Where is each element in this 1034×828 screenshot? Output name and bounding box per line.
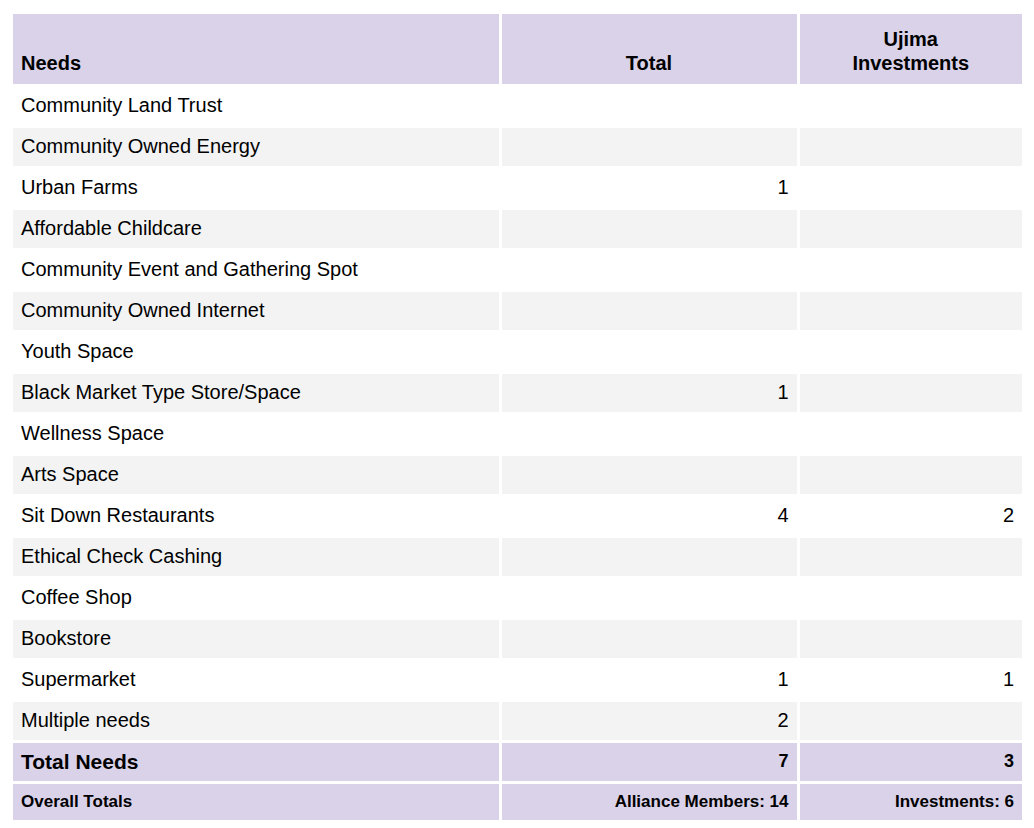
- total-cell: 1: [500, 167, 798, 208]
- total-cell: [500, 249, 798, 290]
- total-needs-total-value: 7: [500, 741, 798, 782]
- need-cell: Youth Space: [13, 331, 500, 372]
- total-cell: [500, 454, 798, 495]
- need-cell: Urban Farms: [13, 167, 500, 208]
- total-cell: [500, 577, 798, 618]
- need-cell: Wellness Space: [13, 413, 500, 454]
- need-cell: Black Market Type Store/Space: [13, 372, 500, 413]
- table-row: Multiple needs2: [13, 700, 1022, 741]
- total-needs-ujima-value: 3: [798, 741, 1022, 782]
- ujima-cell: [798, 413, 1022, 454]
- alliance-members-total: Alliance Members: 14: [500, 782, 798, 821]
- ujima-cell: [798, 290, 1022, 331]
- investments-total: Investments: 6: [798, 782, 1022, 821]
- total-cell: [500, 85, 798, 126]
- total-cell: 1: [500, 659, 798, 700]
- ujima-cell: [798, 249, 1022, 290]
- need-cell: Multiple needs: [13, 700, 500, 741]
- total-cell: 1: [500, 372, 798, 413]
- need-cell: Community Owned Energy: [13, 126, 500, 167]
- table-row: Arts Space: [13, 454, 1022, 495]
- ujima-cell: [798, 700, 1022, 741]
- needs-table: Needs Total Ujima Investments Community …: [13, 14, 1022, 823]
- total-needs-label: Total Needs: [13, 741, 500, 782]
- need-cell: Coffee Shop: [13, 577, 500, 618]
- total-cell: [500, 208, 798, 249]
- ujima-cell: [798, 126, 1022, 167]
- table-row: Sit Down Restaurants42: [13, 495, 1022, 536]
- column-header-total: Total: [500, 14, 798, 85]
- total-cell: [500, 331, 798, 372]
- total-cell: [500, 413, 798, 454]
- total-cell: 4: [500, 495, 798, 536]
- ujima-cell: [798, 618, 1022, 659]
- table-row: Wellness Space: [13, 413, 1022, 454]
- header-row: Needs Total Ujima Investments: [13, 14, 1022, 85]
- page: Needs Total Ujima Investments Community …: [0, 0, 1034, 828]
- table-body: Community Land TrustCommunity Owned Ener…: [13, 85, 1022, 821]
- overall-totals-label: Overall Totals: [13, 782, 500, 821]
- ujima-cell: [798, 208, 1022, 249]
- table-row: Community Event and Gathering Spot: [13, 249, 1022, 290]
- need-cell: Bookstore: [13, 618, 500, 659]
- table-row: Supermarket11: [13, 659, 1022, 700]
- total-needs-row: Total Needs 7 3: [13, 741, 1022, 782]
- need-cell: Community Owned Internet: [13, 290, 500, 331]
- total-cell: [500, 290, 798, 331]
- table-row: Affordable Childcare: [13, 208, 1022, 249]
- need-cell: Arts Space: [13, 454, 500, 495]
- table-row: Black Market Type Store/Space1: [13, 372, 1022, 413]
- ujima-cell: [798, 577, 1022, 618]
- total-cell: [500, 618, 798, 659]
- column-header-needs: Needs: [13, 14, 500, 85]
- ujima-cell: [798, 536, 1022, 577]
- table-row: Coffee Shop: [13, 577, 1022, 618]
- need-cell: Community Event and Gathering Spot: [13, 249, 500, 290]
- table-row: Youth Space: [13, 331, 1022, 372]
- total-cell: [500, 536, 798, 577]
- overall-totals-row: Overall Totals Alliance Members: 14 Inve…: [13, 782, 1022, 821]
- need-cell: Supermarket: [13, 659, 500, 700]
- ujima-cell: [798, 331, 1022, 372]
- ujima-cell: 2: [798, 495, 1022, 536]
- total-cell: 2: [500, 700, 798, 741]
- table-row: Community Land Trust: [13, 85, 1022, 126]
- total-cell: [500, 126, 798, 167]
- table-row: Bookstore: [13, 618, 1022, 659]
- column-header-ujima-investments: Ujima Investments: [798, 14, 1022, 85]
- table-row: Community Owned Internet: [13, 290, 1022, 331]
- ujima-cell: [798, 372, 1022, 413]
- table-row: Urban Farms1: [13, 167, 1022, 208]
- need-cell: Ethical Check Cashing: [13, 536, 500, 577]
- ujima-cell: 1: [798, 659, 1022, 700]
- need-cell: Sit Down Restaurants: [13, 495, 500, 536]
- table-row: Community Owned Energy: [13, 126, 1022, 167]
- ujima-cell: [798, 454, 1022, 495]
- table-header: Needs Total Ujima Investments: [13, 14, 1022, 85]
- ujima-cell: [798, 167, 1022, 208]
- need-cell: Community Land Trust: [13, 85, 500, 126]
- ujima-cell: [798, 85, 1022, 126]
- table-row: Ethical Check Cashing: [13, 536, 1022, 577]
- need-cell: Affordable Childcare: [13, 208, 500, 249]
